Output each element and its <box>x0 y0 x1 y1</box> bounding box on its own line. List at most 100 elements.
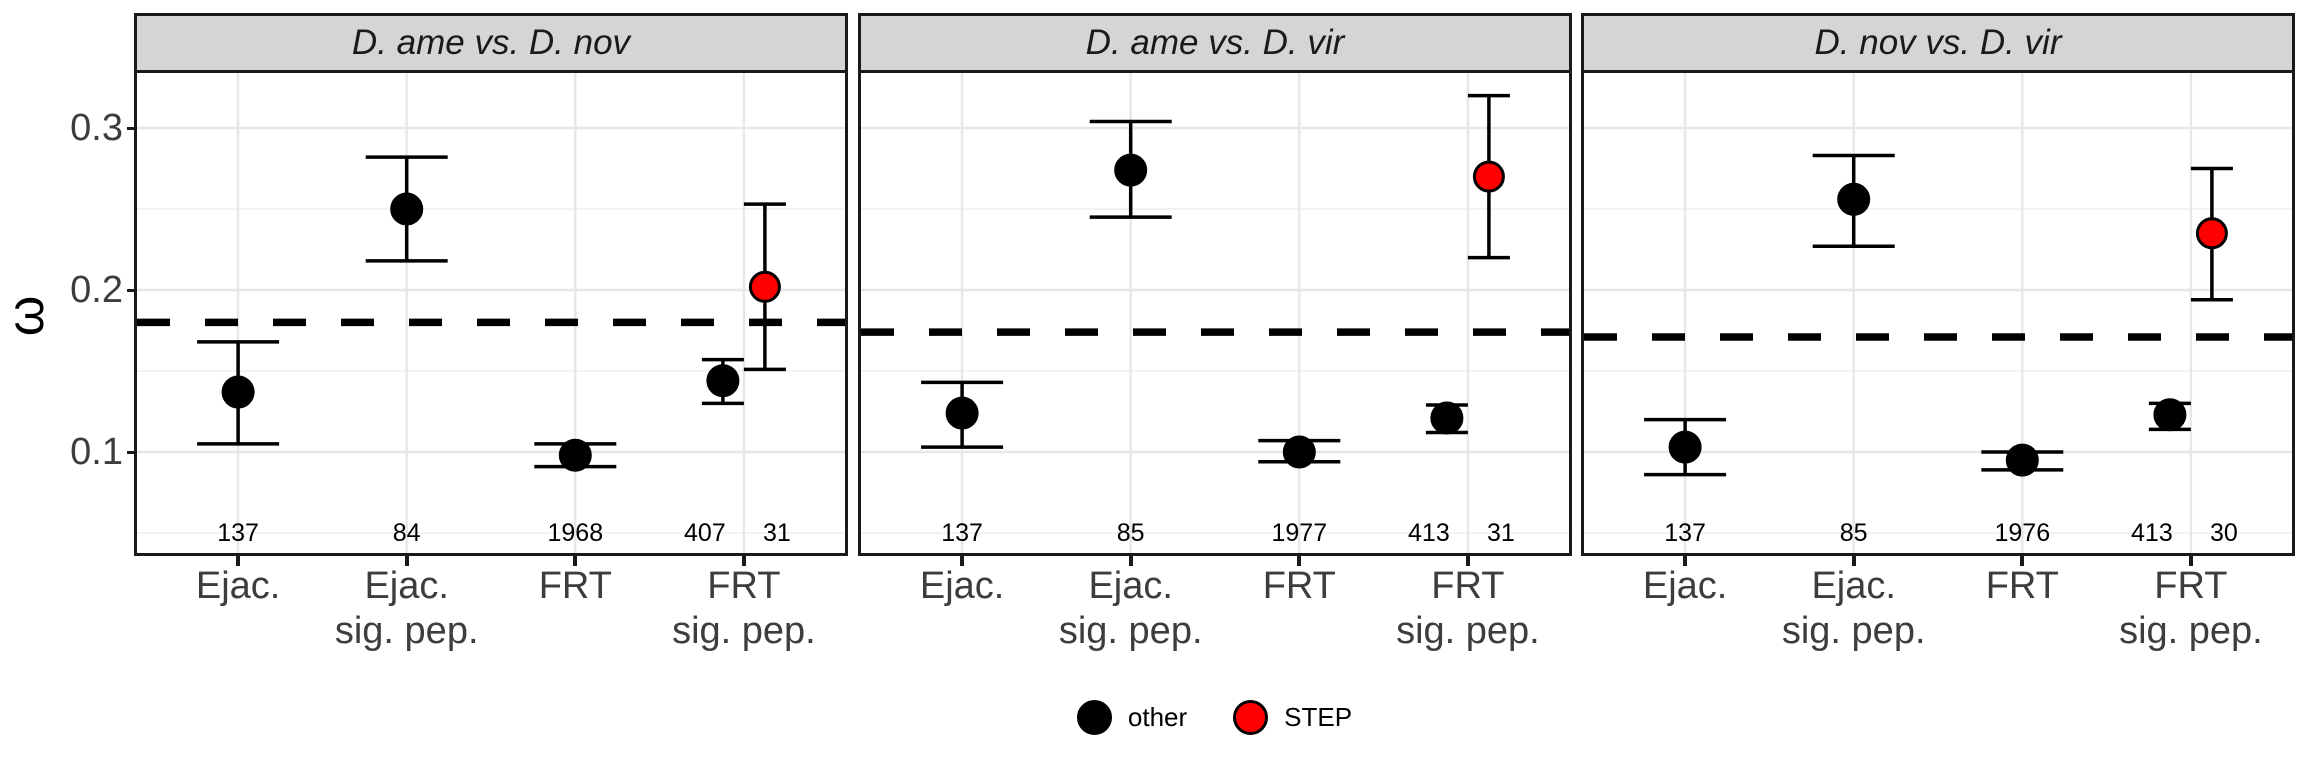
x-axis-tick-label-line: sig. pep. <box>1396 610 1540 652</box>
x-axis-tick-label-line: FRT <box>538 565 612 607</box>
sample-size-label: 137 <box>217 519 259 547</box>
y-axis-tick-label: 0.3 <box>70 107 123 149</box>
x-axis-tick-label-line: FRT <box>707 565 781 607</box>
sample-size-label: 31 <box>763 519 791 547</box>
x-axis-tick-label-line: sig. pep. <box>672 610 816 652</box>
x-axis-tick-mark <box>573 556 578 566</box>
x-axis-tick-label-line: Ejac. <box>1642 565 1728 607</box>
facet-strip-title: D. ame vs. D. vir <box>1085 23 1345 62</box>
x-axis-tick-label: Ejac. <box>108 564 368 609</box>
panel-plot-area: 137 85 1977 413 31 <box>858 73 1572 556</box>
sample-size-label: 31 <box>1487 519 1515 547</box>
x-axis-tick-label-line: Ejac. <box>919 565 1005 607</box>
sample-size-label: 1968 <box>547 519 603 547</box>
x-axis-tick-mark <box>1297 556 1302 566</box>
legend-key-other-icon <box>1076 699 1112 735</box>
x-axis-tick-label-line: Ejac. <box>364 565 449 607</box>
x-axis-tick-mark <box>960 556 965 566</box>
x-axis-tick-mark <box>2020 556 2025 566</box>
x-axis-tick-label: FRT <box>1169 564 1429 609</box>
legend-key-STEP-icon <box>1233 699 1269 735</box>
x-axis-tick-mark <box>1851 556 1856 566</box>
data-point-other <box>390 192 424 226</box>
data-point-other <box>558 438 592 472</box>
legend-label: other <box>1127 701 1188 732</box>
x-axis-tick-label: FRT sig. pep. <box>2061 564 2304 654</box>
x-axis-tick-label: Ejac. sig. pep. <box>1001 564 1261 654</box>
facet-panel: D. ame vs. D. vir 137 85 1977 413 31 <box>858 13 1572 556</box>
facet-strip: D. ame vs. D. vir <box>858 13 1572 73</box>
x-axis-tick-label-line: sig. pep. <box>334 610 479 652</box>
x-axis-tick-label: FRT sig. pep. <box>1338 564 1598 654</box>
x-axis-tick-label: FRT <box>1892 564 2152 609</box>
facet-strip: D. ame vs. D. nov <box>134 13 848 73</box>
sample-size-label: 85 <box>1840 519 1868 547</box>
data-point-step <box>2195 217 2228 250</box>
data-point-other <box>706 364 740 398</box>
panel-plot-svg: 137 84 1968 407 31 <box>137 73 845 553</box>
x-axis-tick-label-line: sig. pep. <box>2119 610 2263 652</box>
y-axis-tick-mark <box>127 450 137 454</box>
y-axis-tick-mark <box>127 126 137 130</box>
x-axis-tick-mark <box>741 556 746 566</box>
sample-size-label: 85 <box>1117 519 1145 547</box>
x-axis-tick-label: Ejac. <box>832 564 1092 609</box>
data-point-other <box>1282 435 1316 469</box>
sample-size-label: 1977 <box>1271 519 1327 547</box>
x-axis-tick-label-line: sig. pep. <box>1781 610 1926 652</box>
x-axis-tick-mark <box>236 556 241 566</box>
sample-size-label: 137 <box>1664 519 1706 547</box>
data-point-other <box>221 375 255 409</box>
y-axis-tick-label: 0.1 <box>70 431 123 473</box>
x-axis-tick-mark <box>1128 556 1133 566</box>
x-axis-tick-mark <box>404 556 409 566</box>
panel-plot-svg: 137 85 1977 413 31 <box>861 73 1569 553</box>
sample-size-label: 413 <box>1408 519 1450 547</box>
sample-size-label: 413 <box>2131 519 2173 547</box>
x-axis-tick-label-line: FRT <box>1262 565 1336 607</box>
panel-plot-area: 137 85 1976 413 30 <box>1581 73 2295 556</box>
x-axis-tick-label: Ejac. sig. pep. <box>1724 564 1984 654</box>
x-axis-tick-label-line: FRT <box>2154 565 2228 607</box>
x-axis-tick-label-line: Ejac. <box>1088 565 1173 607</box>
x-axis-tick-mark <box>1465 556 1470 566</box>
facet-strip: D. nov vs. D. vir <box>1581 13 2295 73</box>
x-axis-tick-mark <box>1683 556 1688 566</box>
x-axis-tick-label: FRT <box>445 564 705 609</box>
sample-size-label: 137 <box>941 519 983 547</box>
legend: other STEP <box>137 697 2292 737</box>
sample-size-label: 84 <box>393 519 421 547</box>
data-point-other <box>1114 153 1148 187</box>
panel-plot-area: 137 84 1968 407 31 <box>134 73 848 556</box>
data-point-other <box>1668 430 1702 464</box>
panel-plot-svg: 137 85 1976 413 30 <box>1584 73 2292 553</box>
x-axis-tick-label-line: Ejac. <box>1811 565 1896 607</box>
x-axis-tick-label: FRT sig. pep. <box>614 564 874 654</box>
facet-panel: D. nov vs. D. vir 137 85 1976 413 30 <box>1581 13 2295 556</box>
data-point-other <box>1837 182 1871 216</box>
y-axis-tick-label: 0.2 <box>70 269 123 311</box>
legend-label: STEP <box>1284 701 1353 732</box>
facet-panel: D. ame vs. D. nov 137 84 1968 407 31 <box>134 13 848 556</box>
facet-strip-title: D. nov vs. D. vir <box>1814 23 2062 62</box>
data-point-other <box>1430 401 1464 435</box>
legend-item: STEP <box>1233 699 1353 735</box>
x-axis-tick-label-line: FRT <box>1431 565 1505 607</box>
x-axis-tick-label: Ejac. <box>1555 564 1815 609</box>
data-point-step <box>748 270 781 303</box>
data-point-other <box>945 396 979 430</box>
y-axis-tick-mark <box>127 288 137 292</box>
sample-size-label: 1976 <box>1994 519 2050 547</box>
x-axis-tick-label: Ejac. sig. pep. <box>277 564 537 654</box>
facet-strip-title: D. ame vs. D. nov <box>351 23 631 62</box>
data-point-other <box>2005 443 2039 477</box>
data-point-other <box>2153 398 2187 432</box>
sample-size-label: 407 <box>684 519 726 547</box>
x-axis-tick-label-line: FRT <box>1985 565 2059 607</box>
x-axis-tick-label-line: Ejac. <box>195 565 281 607</box>
sample-size-label: 30 <box>2210 519 2238 547</box>
data-point-step <box>1472 160 1505 193</box>
legend-item: other <box>1076 699 1188 735</box>
x-axis-tick-mark <box>2188 556 2193 566</box>
